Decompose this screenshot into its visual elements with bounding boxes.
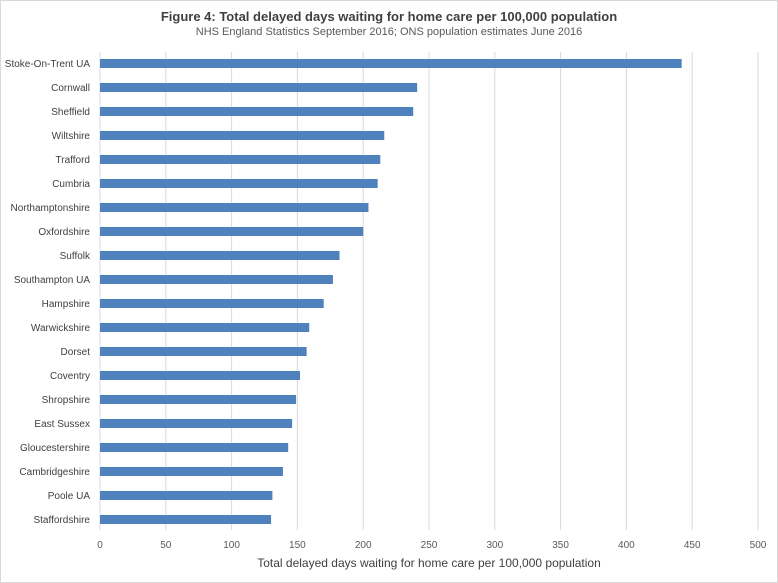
bar [100,251,340,260]
category-label: Cumbria [52,179,90,190]
category-label: Northamptonshire [11,203,91,214]
bar [100,467,283,476]
bar [100,299,324,308]
category-label: Oxfordshire [38,227,90,238]
category-label: Trafford [56,155,90,166]
bar [100,83,418,92]
category-label: Cornwall [51,83,90,94]
bar [100,275,333,284]
category-label: Sheffield [51,107,90,118]
bar [100,443,289,452]
x-tick-label: 150 [289,540,306,551]
bar [100,491,273,500]
bar [100,227,364,236]
bar [100,323,310,332]
category-label: Hampshire [42,299,91,310]
chart-title: Figure 4: Total delayed days waiting for… [160,9,618,24]
x-tick-label: 350 [552,540,569,551]
category-label: Wiltshire [52,131,91,142]
category-label: Poole UA [48,491,91,502]
bar [100,179,378,188]
category-label: Gloucestershire [20,443,90,454]
x-tick-label: 450 [684,540,701,551]
bar [100,515,272,524]
x-tick-label: 400 [618,540,635,551]
x-tick-label: 500 [750,540,767,551]
bar [100,203,369,212]
category-label: Suffolk [60,251,91,262]
chart-subtitle: NHS England Statistics September 2016; O… [195,26,583,38]
x-tick-label: 50 [160,540,172,551]
bar [100,131,385,140]
x-tick-labels: 0 50 100 150 200 250 300 350 400 450 500 [97,540,767,551]
x-tick-label: 100 [223,540,240,551]
category-label: East Sussex [34,419,90,430]
gridlines [99,52,759,530]
category-label: Dorset [61,347,91,358]
bar [100,419,293,428]
bar [100,395,297,404]
x-tick-label: 0 [97,540,103,551]
x-tick-label: 200 [355,540,372,551]
x-tick-label: 250 [421,540,438,551]
category-label: Cambridgeshire [19,467,90,478]
category-label: Coventry [50,371,90,382]
category-label: Southampton UA [14,275,90,286]
category-label: Warwickshire [31,323,91,334]
x-tick-label: 300 [486,540,503,551]
category-labels: Stoke-On-Trent UA Cornwall Sheffield Wiltsh… [5,59,91,526]
bar [100,59,682,68]
bar [100,155,381,164]
bar [100,107,414,116]
bars [100,59,682,524]
category-label: Staffordshire [33,515,90,526]
category-label: Shropshire [42,395,91,406]
x-axis-label: Total delayed days waiting for home care… [257,556,601,570]
bar [100,347,307,356]
category-label: Stoke-On-Trent UA [5,59,91,70]
bar [100,371,301,380]
